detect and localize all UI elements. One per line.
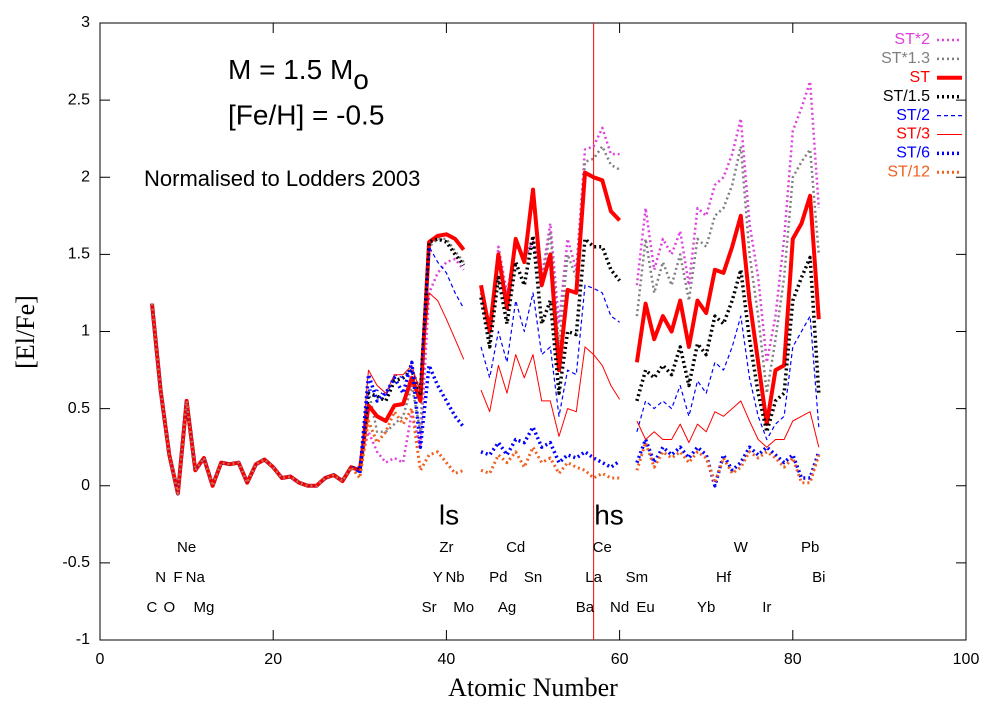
element-label: Nb [445, 569, 464, 586]
legend-label: ST*2 [894, 31, 930, 48]
annotation: hs [594, 499, 624, 530]
series-line [151, 246, 820, 495]
element-label: Ne [177, 539, 196, 556]
element-label: O [163, 599, 175, 616]
x-tick-label: 80 [784, 651, 802, 668]
y-tick-label: 0 [81, 477, 90, 494]
x-tick-label: 0 [96, 651, 105, 668]
element-label: Zr [439, 539, 453, 556]
x-tick-label: 60 [611, 651, 629, 668]
element-label: F [173, 569, 182, 586]
element-label: W [734, 539, 749, 556]
element-label: Yb [697, 599, 715, 616]
legend-label: ST*1.3 [881, 50, 930, 67]
mass-subscript: o [353, 64, 369, 95]
x-tick-label: 20 [264, 651, 282, 668]
element-label: La [585, 569, 602, 586]
element-label: Na [186, 569, 206, 586]
legend-label: ST [910, 69, 931, 86]
element-label: Sm [626, 569, 649, 586]
legend-label: ST/3 [896, 126, 930, 143]
series-line [150, 303, 821, 495]
legend-label: ST/2 [896, 107, 930, 124]
mass-text: M = 1.5 M [228, 54, 353, 85]
element-label: C [147, 599, 158, 616]
element-label: Mo [453, 599, 474, 616]
series-line [150, 145, 821, 495]
x-axis-label: Atomic Number [448, 673, 618, 700]
y-tick-label: 1 [81, 323, 90, 340]
y-tick-label: -0.5 [62, 554, 90, 571]
element-label: Eu [636, 599, 654, 616]
element-label: Bi [812, 569, 825, 586]
legend-label: ST/1.5 [883, 88, 930, 105]
x-tick-label: 100 [953, 651, 980, 668]
element-label: Ag [498, 599, 516, 616]
legend-label: ST/6 [896, 145, 930, 162]
element-label: N [155, 569, 166, 586]
annotation: ls [439, 499, 459, 530]
y-tick-label: -1 [76, 631, 90, 648]
element-label: Sr [422, 599, 437, 616]
element-label: Cd [506, 539, 525, 556]
element-label: Nd [610, 599, 629, 616]
y-tick-label: 2 [81, 168, 90, 185]
series-line [150, 234, 821, 496]
series-line [150, 80, 821, 495]
element-label: Pb [801, 539, 819, 556]
series-line [150, 303, 821, 496]
element-label: Sn [524, 569, 542, 586]
element-label: Ir [762, 599, 771, 616]
series-line [151, 292, 820, 494]
metallicity-label: [Fe/H] = -0.5 [228, 99, 384, 130]
series-line [150, 170, 821, 496]
y-tick-label: 3 [81, 14, 90, 31]
mass-label: M = 1.5 Mo [228, 54, 369, 95]
element-label: Ba [576, 599, 595, 616]
element-label: Ce [593, 539, 612, 556]
element-label: Y [433, 569, 443, 586]
element-label: Pd [489, 569, 507, 586]
legend-label: ST/12 [887, 164, 930, 181]
y-tick-label: 1.5 [68, 246, 90, 263]
element-label: Hf [716, 569, 732, 586]
y-axis-label: [El/Fe] [11, 295, 40, 369]
element-label: Mg [193, 599, 214, 616]
y-tick-label: 0.5 [68, 400, 90, 417]
norm-label: Normalised to Lodders 2003 [144, 166, 420, 191]
x-tick-label: 40 [438, 651, 456, 668]
y-tick-label: 2.5 [68, 91, 90, 108]
